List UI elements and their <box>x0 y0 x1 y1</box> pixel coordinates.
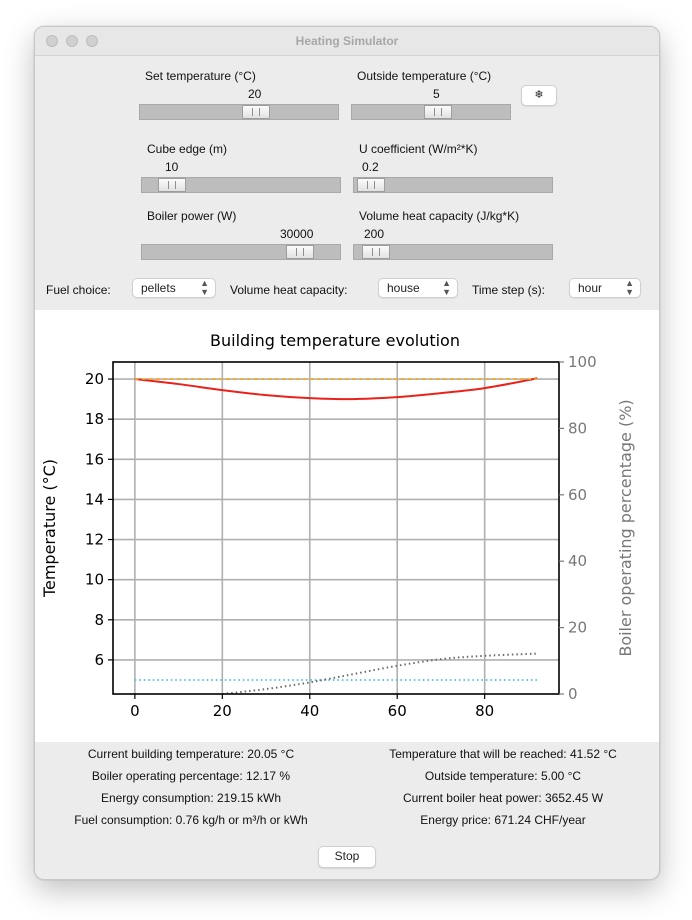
u-coefficient-slider[interactable] <box>353 177 553 193</box>
outside-temperature-label: Outside temperature (°C) <box>357 69 492 83</box>
cube-edge-label: Cube edge (m) <box>147 142 228 156</box>
y2-tick-label: 80 <box>568 419 587 437</box>
plot-area: Building temperature evolution 0 20 40 60 80… <box>35 310 659 742</box>
temperature-chart: Building temperature evolution 0 20 40 60 80… <box>40 331 635 720</box>
snowflake-icon: ❄ <box>534 89 544 101</box>
cube-edge-slider[interactable] <box>141 177 341 193</box>
minimize-window-button[interactable] <box>66 35 78 47</box>
title-bar: Heating Simulator <box>35 27 659 56</box>
volume-heat-capacity-select-value: house <box>387 281 420 295</box>
y-tick-label: 20 <box>85 370 104 388</box>
outside-temperature-slider[interactable] <box>351 104 511 120</box>
chart-frame <box>112 361 560 695</box>
slider-thumb[interactable] <box>242 105 270 119</box>
time-step-label: Time step (s): <box>472 283 545 297</box>
y2-axis-label: Boiler operating percentage (%) <box>616 399 635 656</box>
chart-grid <box>113 362 559 694</box>
set-temperature-label: Set temperature (°C) <box>145 69 256 83</box>
chevron-updown-icon: ▲ ▼ <box>200 278 209 297</box>
y-axis-label: Temperature (°C) <box>40 459 59 598</box>
u-coefficient-label: U coefficient (W/m²*K) <box>359 142 478 156</box>
chart-series <box>134 377 538 695</box>
stat-temperature-reached: Temperature that will be reached: 41.52 … <box>389 747 617 761</box>
y-tick-label: 8 <box>94 611 104 629</box>
y-tick-label: 12 <box>85 531 104 549</box>
y-tick-label: 18 <box>85 410 104 428</box>
y-tick-label: 16 <box>85 450 104 468</box>
chevron-updown-icon: ▲ ▼ <box>625 278 634 297</box>
x-tick-label: 60 <box>388 702 407 720</box>
slider-thumb[interactable] <box>158 178 186 192</box>
zoom-window-button[interactable] <box>86 35 98 47</box>
chart-title: Building temperature evolution <box>210 331 460 350</box>
stat-fuel-consumption: Fuel consumption: 0.76 kg/h or m³/h or k… <box>74 813 308 827</box>
y-tick-label: 10 <box>85 571 104 589</box>
set-temperature-value: 20 <box>248 87 262 101</box>
stat-energy-price: Energy price: 671.24 CHF/year <box>420 813 586 827</box>
x-tick-label: 0 <box>130 702 140 720</box>
time-step-value: hour <box>578 281 603 295</box>
volume-heat-capacity-slider[interactable] <box>353 244 553 260</box>
u-coefficient-value: 0.2 <box>362 160 379 174</box>
close-window-button[interactable] <box>46 35 58 47</box>
slider-thumb[interactable] <box>286 245 314 259</box>
chart-ticks: 0 20 40 60 80 6 8 10 12 14 16 18 20 0 20 40 60 80 100 <box>85 353 597 720</box>
y-tick-label: 6 <box>94 651 104 669</box>
series-building-line <box>134 377 538 401</box>
stat-current-boiler-heat-power: Current boiler heat power: 3652.45 W <box>402 791 604 805</box>
y2-tick-label: 60 <box>568 486 587 504</box>
volume-heat-capacity-value: 200 <box>364 227 385 241</box>
fuel-choice-value: pellets <box>141 281 176 295</box>
snow-button[interactable]: ❄ <box>521 85 557 106</box>
slider-thumb[interactable] <box>424 105 452 119</box>
y2-tick-label: 20 <box>568 619 587 637</box>
x-tick-label: 20 <box>213 702 232 720</box>
fuel-choice-label: Fuel choice: <box>46 283 111 297</box>
app-window: Heating Simulator Set temperature (°C) 2… <box>34 26 660 880</box>
y-tick-label: 14 <box>85 490 104 508</box>
series-boiler-line <box>222 652 538 695</box>
stat-boiler-operating-percentage: Boiler operating percentage: 12.17 % <box>91 769 291 783</box>
boiler-power-label: Boiler power (W) <box>147 209 237 223</box>
x-tick-label: 40 <box>300 702 319 720</box>
boiler-power-value: 30000 <box>280 227 314 241</box>
stop-button[interactable]: Stop <box>318 846 376 868</box>
time-step-select[interactable]: hour ▲ ▼ <box>569 278 641 298</box>
boiler-power-slider[interactable] <box>141 244 341 260</box>
x-tick-label: 80 <box>475 702 494 720</box>
fuel-choice-select[interactable]: pellets ▲ ▼ <box>132 278 216 298</box>
cube-edge-value: 10 <box>165 160 179 174</box>
slider-thumb[interactable] <box>357 178 385 192</box>
y2-tick-label: 40 <box>568 552 587 570</box>
stat-outside-temperature: Outside temperature: 5.00 °C <box>424 769 582 783</box>
y2-tick-label: 0 <box>568 685 578 703</box>
slider-thumb[interactable] <box>362 245 390 259</box>
set-temperature-slider[interactable] <box>139 104 339 120</box>
volume-heat-capacity-select[interactable]: house ▲ ▼ <box>378 278 458 298</box>
outside-temperature-value: 5 <box>433 87 440 101</box>
volume-heat-capacity-label: Volume heat capacity (J/kg*K) <box>359 209 520 223</box>
stat-current-building-temperature: Current building temperature: 20.05 °C <box>87 747 295 761</box>
window-title: Heating Simulator <box>295 34 399 48</box>
chevron-updown-icon: ▲ ▼ <box>442 278 451 297</box>
stat-energy-consumption: Energy consumption: 219.15 kWh <box>100 791 282 805</box>
volume-heat-capacity-select-label: Volume heat capacity: <box>230 283 348 297</box>
y2-tick-label: 100 <box>568 353 597 371</box>
